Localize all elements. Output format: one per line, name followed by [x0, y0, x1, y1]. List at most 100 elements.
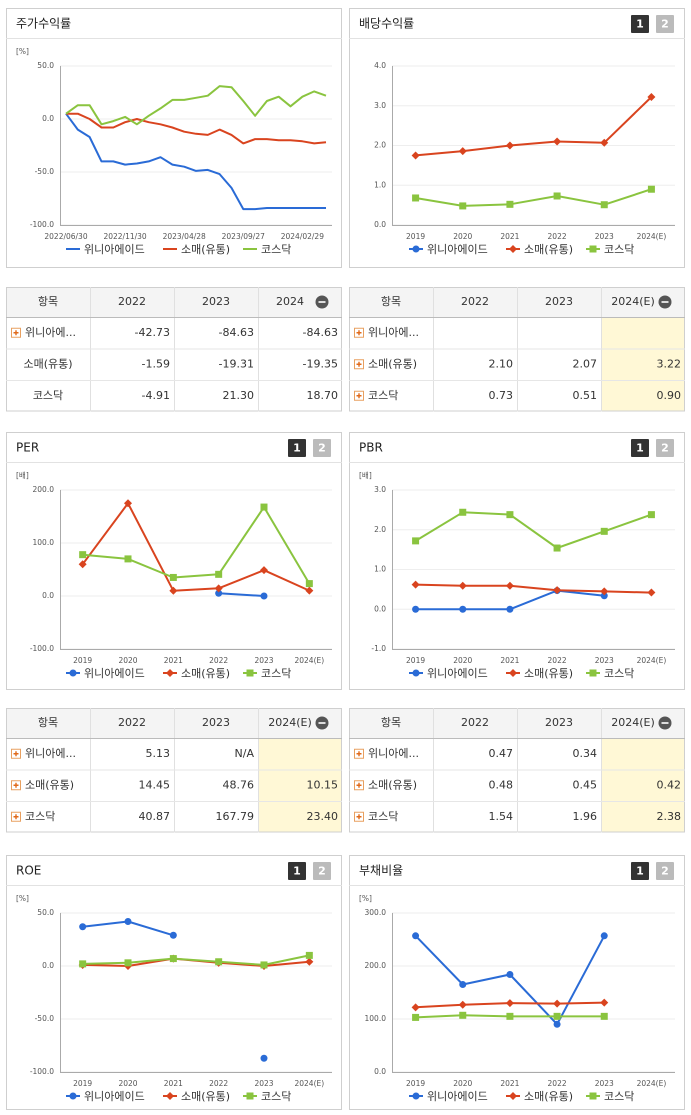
- table-cell: -42.73: [135, 326, 170, 339]
- table-cell: 2.07: [573, 357, 598, 370]
- chart-title: 주가수익률: [16, 17, 71, 31]
- x-tick-label: 2021: [164, 656, 183, 665]
- page-button[interactable]: [313, 862, 331, 880]
- page-button[interactable]: [656, 862, 674, 880]
- expand-icon-plus[interactable]: [356, 393, 362, 399]
- table-cell: 10.15: [307, 778, 339, 791]
- page-button[interactable]: [631, 15, 649, 33]
- legend-label: 소매(유통): [181, 667, 230, 680]
- page-button[interactable]: [631, 439, 649, 457]
- page-button[interactable]: [288, 862, 306, 880]
- marker: [411, 1003, 420, 1012]
- page-button-label[interactable]: 1: [636, 442, 644, 455]
- table: 항목 2022 2023 2024(E) 위니아에... 소매(유통) 2.10 2.07 3.…: [349, 287, 685, 412]
- chart-panel: 주가수익률 [%] 50.0 0.0 -50.0 -100.0 2022/06/30 2022…: [6, 8, 342, 268]
- legend-marker: [589, 669, 597, 677]
- x-tick-label: 2019: [73, 656, 92, 665]
- legend-label: 위니아에이드: [427, 1090, 488, 1103]
- marker: [600, 1012, 608, 1020]
- marker: [459, 202, 467, 210]
- expand-icon-plus[interactable]: [13, 751, 19, 757]
- x-tick-label: 2021: [500, 656, 519, 665]
- page-button-label[interactable]: 1: [293, 865, 301, 878]
- x-tick-label: 2022/06/30: [44, 232, 87, 241]
- legend-label: 소매(유통): [181, 243, 230, 256]
- marker: [458, 147, 467, 156]
- marker: [553, 544, 561, 552]
- expand-icon-plus[interactable]: [13, 330, 19, 336]
- page-button[interactable]: [631, 862, 649, 880]
- legend-label: 코스닥: [604, 243, 634, 256]
- legend-label: 위니아에이드: [84, 1090, 145, 1103]
- expand-icon-plus[interactable]: [356, 751, 362, 757]
- marker: [458, 581, 467, 590]
- marker: [600, 201, 608, 209]
- panel-frame: [6, 8, 342, 268]
- column-header: 2024(E): [268, 716, 312, 729]
- page-button-label[interactable]: 2: [318, 442, 326, 455]
- series-line: [82, 506, 311, 585]
- table-cell: 0.47: [489, 747, 514, 760]
- page-button[interactable]: [656, 439, 674, 457]
- page-button-label[interactable]: 2: [661, 865, 669, 878]
- legend-marker: [246, 1092, 254, 1100]
- page-button-label[interactable]: 1: [293, 442, 301, 455]
- expand-icon-plus[interactable]: [13, 814, 19, 820]
- chart-title: ROE: [16, 864, 41, 878]
- unit-label: [%]: [16, 47, 29, 56]
- marker: [553, 137, 562, 146]
- marker: [305, 951, 313, 959]
- page-button-label[interactable]: 1: [636, 865, 644, 878]
- expand-icon-plus[interactable]: [356, 782, 362, 788]
- marker: [600, 592, 608, 600]
- column-header: 항목: [381, 716, 401, 729]
- page-button-label[interactable]: 2: [661, 442, 669, 455]
- legend-marker: [69, 669, 77, 677]
- legend-label: 코스닥: [261, 1090, 291, 1103]
- legend-label: 위니아에이드: [427, 667, 488, 680]
- x-tick-label: 2023: [595, 232, 614, 241]
- y-tick-label: 100.0: [365, 1014, 387, 1023]
- x-tick-label: 2024(E): [637, 232, 667, 241]
- expand-icon-plus[interactable]: [13, 782, 19, 788]
- marker: [553, 1020, 561, 1028]
- x-tick-label: 2024(E): [294, 656, 324, 665]
- expand-icon-plus[interactable]: [356, 814, 362, 820]
- table-cell: 0.48: [489, 778, 514, 791]
- x-tick-label: 2024/02/29: [281, 232, 324, 241]
- page-button[interactable]: [313, 439, 331, 457]
- marker: [169, 573, 177, 581]
- unit-label: [%]: [359, 894, 372, 903]
- expand-icon-plus[interactable]: [356, 361, 362, 367]
- page-button-label[interactable]: 2: [318, 865, 326, 878]
- table-cell: 14.45: [139, 778, 171, 791]
- row-label: 소매(유통): [368, 357, 417, 370]
- legend-label: 코스닥: [261, 243, 291, 256]
- table-cell: -19.35: [303, 357, 338, 370]
- series-line: [65, 113, 326, 211]
- page-button[interactable]: [656, 15, 674, 33]
- expand-icon-plus[interactable]: [356, 330, 362, 336]
- table-cell: -19.31: [219, 357, 254, 370]
- x-tick-label: 2022/11/30: [103, 232, 146, 241]
- page-button-label[interactable]: 1: [636, 18, 644, 31]
- row-label: 코스닥: [25, 810, 55, 823]
- y-tick-label: 0.0: [42, 961, 54, 970]
- marker: [215, 589, 223, 597]
- marker: [506, 970, 514, 978]
- column-header: 2022: [461, 295, 489, 308]
- legend-label: 소매(유통): [524, 1090, 573, 1103]
- page-button[interactable]: [288, 439, 306, 457]
- marker: [600, 587, 609, 596]
- table-cell: 0.73: [489, 389, 514, 402]
- row-label: 코스닥: [368, 389, 398, 402]
- legend-marker: [412, 669, 420, 677]
- page-button-label[interactable]: 2: [661, 18, 669, 31]
- y-tick-label: 1.0: [374, 180, 386, 189]
- table-cell: 40.87: [139, 810, 171, 823]
- marker: [79, 551, 87, 559]
- marker: [506, 1012, 514, 1020]
- marker: [600, 932, 608, 940]
- marker: [459, 508, 467, 516]
- marker: [260, 1054, 268, 1062]
